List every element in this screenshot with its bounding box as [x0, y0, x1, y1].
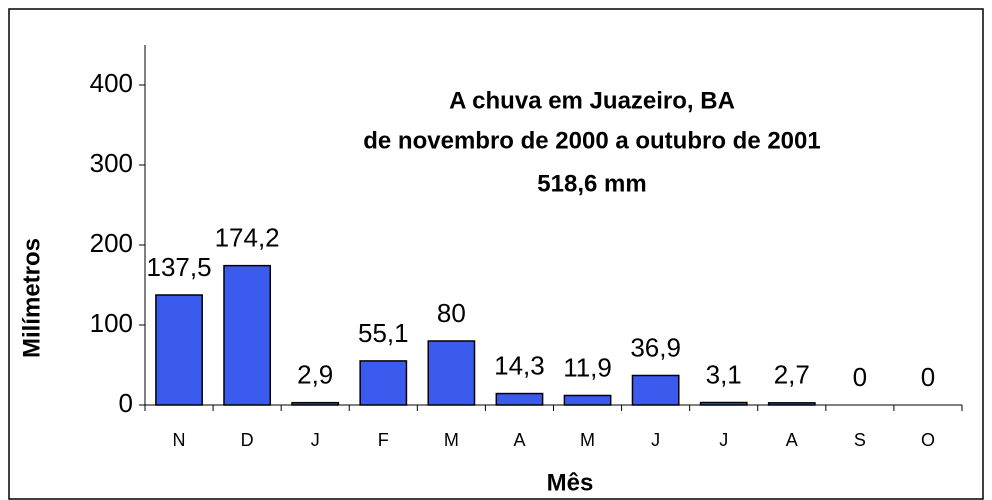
- bar: [359, 360, 408, 406]
- bar: [291, 401, 340, 406]
- data-label: 0: [853, 362, 867, 392]
- bar: [699, 401, 748, 406]
- x-tick-label: O: [921, 430, 935, 450]
- data-label: 36,9: [630, 332, 681, 362]
- data-label: 80: [437, 298, 466, 328]
- bar: [563, 394, 612, 406]
- bar: [427, 340, 476, 406]
- x-tick-label: A: [786, 430, 798, 450]
- data-label: 0: [921, 362, 935, 392]
- x-tick-label: M: [580, 430, 595, 450]
- x-tick-label: J: [651, 430, 660, 450]
- y-axis-label: Milímetros: [18, 238, 45, 358]
- y-tick-label: 400: [90, 68, 133, 98]
- x-tick-label: J: [719, 430, 728, 450]
- data-label: 2,7: [774, 360, 810, 390]
- x-tick-label: N: [173, 430, 186, 450]
- bar: [495, 392, 544, 406]
- x-tick-label: A: [513, 430, 525, 450]
- data-label: 14,3: [494, 350, 545, 380]
- bar: [155, 294, 203, 406]
- data-label: 55,1: [358, 318, 409, 348]
- chart-border: [8, 8, 984, 500]
- bar: [767, 402, 816, 406]
- y-tick-label: 100: [90, 308, 133, 338]
- bar: [631, 374, 680, 406]
- x-tick-label: S: [854, 430, 866, 450]
- x-tick-label: M: [444, 430, 459, 450]
- bar: [223, 264, 272, 406]
- chart-title: A chuva em Juazeiro, BA: [449, 87, 735, 114]
- data-label: 11,9: [563, 352, 612, 382]
- x-tick-label: F: [378, 430, 389, 450]
- data-label: 2,9: [297, 360, 333, 390]
- y-tick-label: 300: [90, 148, 133, 178]
- chart-title: 518,6 mm: [537, 170, 646, 197]
- x-tick-label: D: [241, 430, 254, 450]
- chart-title: de novembro de 2000 a outubro de 2001: [363, 127, 820, 154]
- data-label: 3,1: [706, 359, 742, 389]
- x-axis-label: Mês: [547, 469, 594, 496]
- y-tick-label: 0: [119, 388, 133, 418]
- x-tick-label: J: [311, 430, 320, 450]
- data-label: 174,2: [215, 223, 280, 253]
- data-label: 137,5: [147, 252, 212, 282]
- y-tick-label: 200: [90, 228, 133, 258]
